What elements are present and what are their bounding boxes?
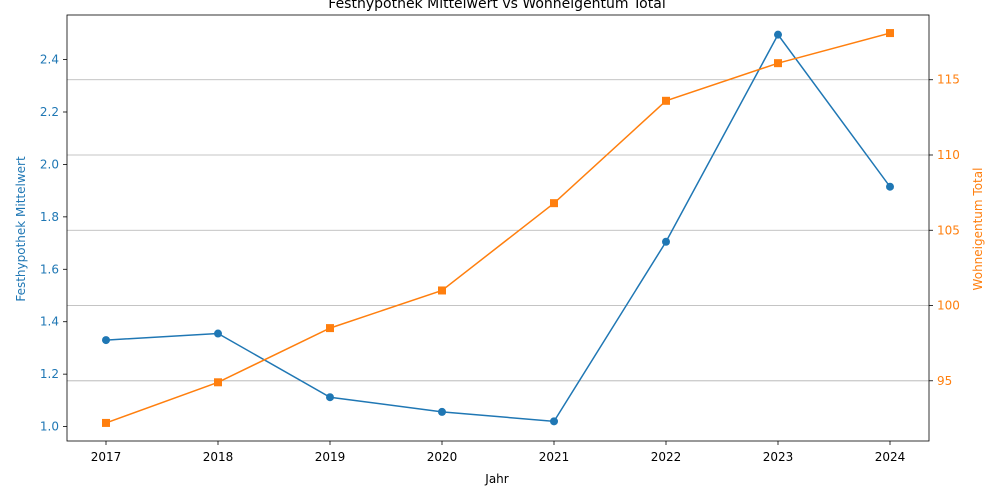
x-tick-label: 2020 (427, 450, 458, 464)
left-axis-label: Festhypothek Mittelwert (14, 156, 28, 302)
series-line-festhypothek (105, 33, 891, 423)
x-tick-label: 2021 (539, 450, 570, 464)
data-point-festhypothek (214, 329, 222, 338)
data-point-wohneigentum (774, 59, 782, 68)
left-tick-label: 1.0 (40, 420, 59, 434)
grid-lines (67, 79, 929, 382)
data-point-festhypothek (550, 417, 558, 426)
right-tick-label: 100 (937, 299, 960, 313)
right-tick-label: 95 (937, 374, 952, 388)
data-point-wohneigentum (550, 199, 558, 208)
data-point-wohneigentum (438, 286, 446, 295)
left-tick-label: 2.0 (40, 157, 59, 171)
right-tick-label: 105 (937, 223, 960, 237)
data-point-festhypothek (438, 407, 446, 416)
x-axis-label: Jahr (484, 472, 508, 486)
data-point-wohneigentum (214, 378, 222, 387)
data-point-wohneigentum (326, 324, 334, 333)
left-tick-label: 1.4 (40, 315, 59, 329)
x-tick-label: 2022 (651, 450, 682, 464)
x-tick-label: 2018 (203, 450, 234, 464)
data-point-festhypothek (326, 393, 334, 402)
right-tick-label: 110 (937, 148, 960, 162)
plot-frame (66, 14, 930, 442)
right-axis-label: Wohneigentum Total (971, 168, 985, 291)
right-tick-label: 115 (937, 73, 960, 87)
series-lines (105, 32, 891, 424)
data-point-festhypothek (662, 237, 670, 246)
x-tick-label: 2019 (315, 450, 346, 464)
left-tick-label: 1.6 (40, 262, 59, 276)
data-point-wohneigentum (662, 96, 670, 105)
data-point-wohneigentum (102, 418, 110, 427)
left-tick-label: 1.2 (40, 367, 59, 381)
data-point-wohneigentum (886, 29, 894, 38)
series-line-wohneigentum (105, 32, 891, 424)
left-tick-label: 1.8 (40, 210, 59, 224)
left-tick-label: 2.4 (40, 53, 59, 67)
data-point-festhypothek (774, 30, 782, 39)
x-tick-label: 2024 (875, 450, 906, 464)
series-markers (102, 29, 894, 427)
x-tick-label: 2017 (91, 450, 122, 464)
left-tick-label: 2.2 (40, 105, 59, 119)
axes: 2017 2018 2019 2020 2021 2022 2023 2024 1.0 1.2 1.… (40, 14, 960, 464)
data-point-festhypothek (102, 336, 110, 345)
chart-title: Festhypothek Mittelwert vs Wohneigentum … (328, 0, 665, 12)
x-tick-label: 2023 (763, 450, 794, 464)
data-point-festhypothek (886, 182, 894, 191)
